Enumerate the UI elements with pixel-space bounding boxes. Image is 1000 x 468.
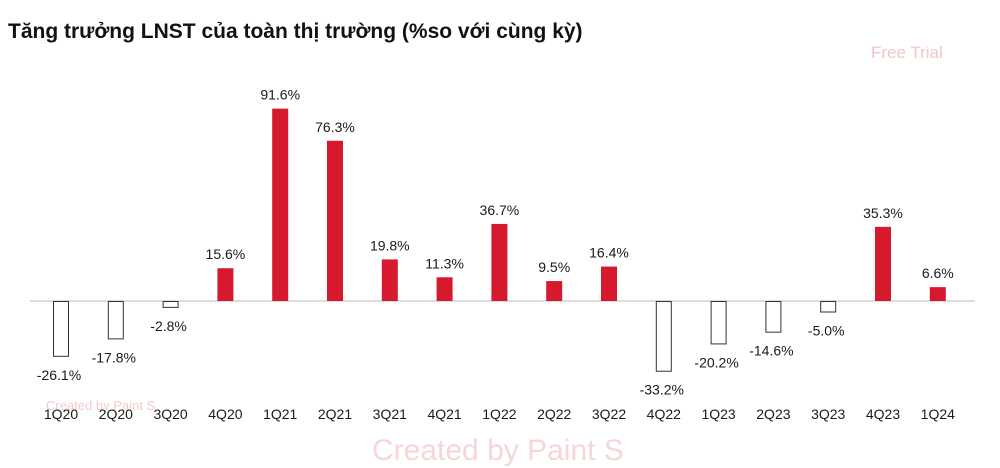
tick-label-3Q20: 3Q20 — [153, 406, 187, 422]
bar-3Q23 — [820, 301, 837, 313]
tick-label-4Q20: 4Q20 — [208, 406, 242, 422]
bar-3Q22 — [601, 266, 617, 301]
data-label-2Q20: -17.8% — [92, 349, 136, 365]
tick-label-4Q21: 4Q21 — [427, 406, 461, 422]
data-label-3Q20: -2.8% — [150, 318, 187, 334]
tick-label-2Q23: 2Q23 — [756, 406, 790, 422]
data-label-4Q21: 11.3% — [425, 255, 464, 271]
tick-label-3Q21: 3Q21 — [373, 406, 407, 422]
data-label-1Q23: -20.2% — [694, 354, 738, 370]
tick-label-2Q22: 2Q22 — [537, 406, 571, 422]
bar-3Q21 — [381, 259, 398, 301]
bar-2Q23 — [765, 301, 782, 333]
data-label-2Q23: -14.6% — [749, 343, 793, 359]
tick-label-4Q22: 4Q22 — [647, 406, 681, 422]
tick-label-2Q20: 2Q20 — [99, 406, 133, 422]
watermark-created-by-small: Created by Paint S — [46, 398, 156, 413]
tick-label-1Q21: 1Q21 — [263, 406, 297, 422]
watermark-free-trial: Free Trial — [871, 43, 943, 62]
bar-1Q23 — [710, 301, 727, 345]
bar-4Q23 — [875, 226, 891, 301]
bar-2Q20 — [107, 301, 124, 340]
bar-1Q21 — [272, 108, 289, 301]
tick-label-3Q23: 3Q23 — [811, 406, 845, 422]
chart-title: Tăng trưởng LNST của toàn thị trường (%s… — [8, 20, 583, 43]
tick-label-3Q22: 3Q22 — [592, 406, 626, 422]
bar-4Q22 — [655, 301, 672, 372]
tick-label-1Q20: 1Q20 — [44, 406, 78, 422]
bar-2Q22 — [546, 281, 563, 301]
data-label-4Q22: -33.2% — [640, 382, 684, 398]
data-label-1Q22: 36.7% — [480, 202, 520, 218]
bar-1Q22 — [491, 223, 508, 301]
data-label-1Q21: 91.6% — [260, 87, 300, 103]
data-label-1Q24: 6.6% — [922, 265, 954, 281]
data-label-3Q21: 19.8% — [370, 237, 410, 253]
data-label-1Q20: -26.1% — [37, 367, 81, 383]
data-label-3Q23: -5.0% — [808, 323, 845, 339]
bar-4Q20 — [217, 268, 234, 301]
tick-label-2Q21: 2Q21 — [318, 406, 352, 422]
bar-2Q21 — [327, 140, 343, 301]
tick-label-1Q23: 1Q23 — [701, 406, 735, 422]
data-label-4Q23: 35.3% — [863, 205, 903, 221]
data-label-2Q22: 9.5% — [538, 259, 570, 275]
tick-label-1Q22: 1Q22 — [482, 406, 516, 422]
tick-label-1Q24: 1Q24 — [921, 406, 955, 422]
data-label-2Q21: 76.3% — [315, 119, 355, 135]
bar-1Q20 — [53, 301, 69, 357]
tick-label-4Q23: 4Q23 — [866, 406, 900, 422]
data-label-4Q20: 15.6% — [206, 246, 246, 262]
bar-1Q24 — [929, 287, 946, 301]
bar-4Q21 — [436, 277, 453, 301]
bar-3Q20 — [162, 301, 179, 308]
data-label-3Q22: 16.4% — [589, 245, 629, 261]
